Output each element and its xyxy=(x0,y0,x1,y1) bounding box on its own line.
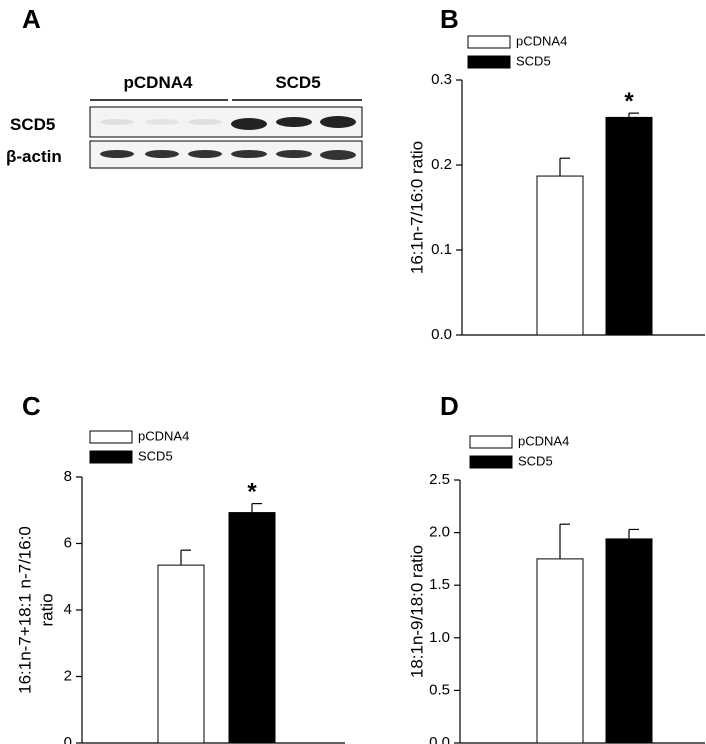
legend-swatch xyxy=(467,55,511,69)
bar xyxy=(157,564,205,744)
blot-strip xyxy=(89,140,363,169)
legend-label: SCD5 xyxy=(516,53,551,68)
legend-label: pCDNA4 xyxy=(516,33,567,48)
y-tick-label: 0.2 xyxy=(431,156,452,173)
error-bar xyxy=(559,157,570,177)
error-bar xyxy=(180,549,191,566)
error-bar xyxy=(628,528,639,539)
panel-label: B xyxy=(440,4,459,34)
y-tick-label: 4 xyxy=(64,601,72,618)
y-tick-label: 8 xyxy=(64,468,72,485)
panel-label: D xyxy=(440,391,459,421)
y-tick-label: 0 xyxy=(64,734,72,744)
y-tick-label: 0.3 xyxy=(431,71,452,88)
y-tick-label: 1.0 xyxy=(429,629,450,646)
y-tick-label: 1.5 xyxy=(429,576,450,593)
row-label: SCD5 xyxy=(10,115,55,134)
bar xyxy=(536,175,584,336)
y-tick-label: 0.1 xyxy=(431,241,452,258)
legend-label: pCDNA4 xyxy=(138,428,189,443)
legend-swatch xyxy=(469,435,513,449)
legend-swatch xyxy=(469,455,513,469)
panel-label: A xyxy=(22,4,41,34)
group-label: pCDNA4 xyxy=(124,73,193,92)
row-label: β-actin xyxy=(6,147,62,166)
legend-label: pCDNA4 xyxy=(518,433,569,448)
blot-bands xyxy=(100,116,356,160)
y-tick-label: 2.0 xyxy=(429,524,450,541)
y-tick-label: 2 xyxy=(64,667,72,684)
error-bar xyxy=(628,112,639,118)
error-bar xyxy=(559,523,570,559)
legend-swatch xyxy=(467,35,511,49)
significance-mark: * xyxy=(247,479,257,506)
y-axis-label: 16:1n-7+18:1 n-7/16:0 xyxy=(15,526,34,694)
y-axis-label: ratio xyxy=(37,593,56,626)
y-tick-label: 0.5 xyxy=(429,681,450,698)
y-tick-label: 0.0 xyxy=(429,734,450,744)
bar xyxy=(605,538,653,744)
legend-label: SCD5 xyxy=(518,453,553,468)
bar xyxy=(536,558,584,744)
y-tick-label: 2.5 xyxy=(429,471,450,488)
legend-label: SCD5 xyxy=(138,448,173,463)
y-tick-label: 0.0 xyxy=(431,326,452,343)
panel-label: C xyxy=(22,391,41,421)
legend-swatch xyxy=(89,450,133,464)
legend-swatch xyxy=(89,430,133,444)
significance-mark: * xyxy=(624,88,634,115)
group-label: SCD5 xyxy=(275,73,320,92)
y-axis-label: 18:1n-9/18:0 ratio xyxy=(407,545,426,678)
bar xyxy=(228,512,276,744)
bar xyxy=(605,116,653,336)
y-tick-label: 6 xyxy=(64,534,72,551)
blot-strip xyxy=(89,106,363,138)
y-axis-label: 16:1n-7/16:0 ratio xyxy=(407,141,426,274)
error-bar xyxy=(251,503,262,513)
